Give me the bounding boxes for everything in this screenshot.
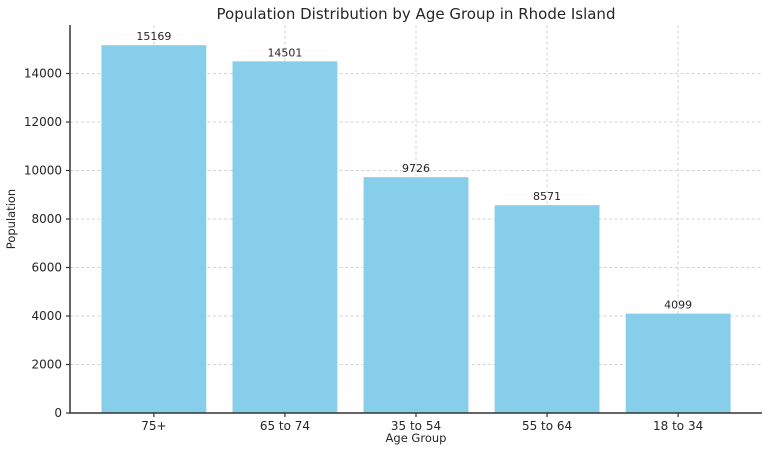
x-tick-label: 65 to 74 <box>260 419 310 433</box>
bar <box>494 205 600 413</box>
y-tick-label: 6000 <box>31 261 62 275</box>
bar-value-label: 14501 <box>267 46 302 59</box>
y-tick-label: 8000 <box>31 212 62 226</box>
y-tick-label: 14000 <box>24 67 62 81</box>
y-tick-label: 2000 <box>31 358 62 372</box>
x-tick-label: 18 to 34 <box>653 419 703 433</box>
bar <box>363 177 469 413</box>
bar <box>101 45 207 414</box>
x-tick-label: 55 to 64 <box>522 419 572 433</box>
y-tick-label: 10000 <box>24 164 62 178</box>
y-tick-label: 0 <box>54 406 62 420</box>
x-tick-label: 75+ <box>141 419 166 433</box>
x-axis-label: Age Group <box>385 431 447 445</box>
bar-value-label: 15169 <box>136 30 171 43</box>
y-axis-label: Population <box>4 188 18 250</box>
bar <box>232 61 338 414</box>
y-tick-label: 4000 <box>31 309 62 323</box>
bar-value-label: 9726 <box>402 162 430 175</box>
chart-title: Population Distribution by Age Group in … <box>216 5 616 23</box>
x-tick-label: 35 to 54 <box>391 419 441 433</box>
bar-value-label: 8571 <box>533 190 561 203</box>
bar <box>625 313 731 413</box>
y-tick-label: 12000 <box>24 115 62 129</box>
bar-value-label: 4099 <box>664 299 692 312</box>
